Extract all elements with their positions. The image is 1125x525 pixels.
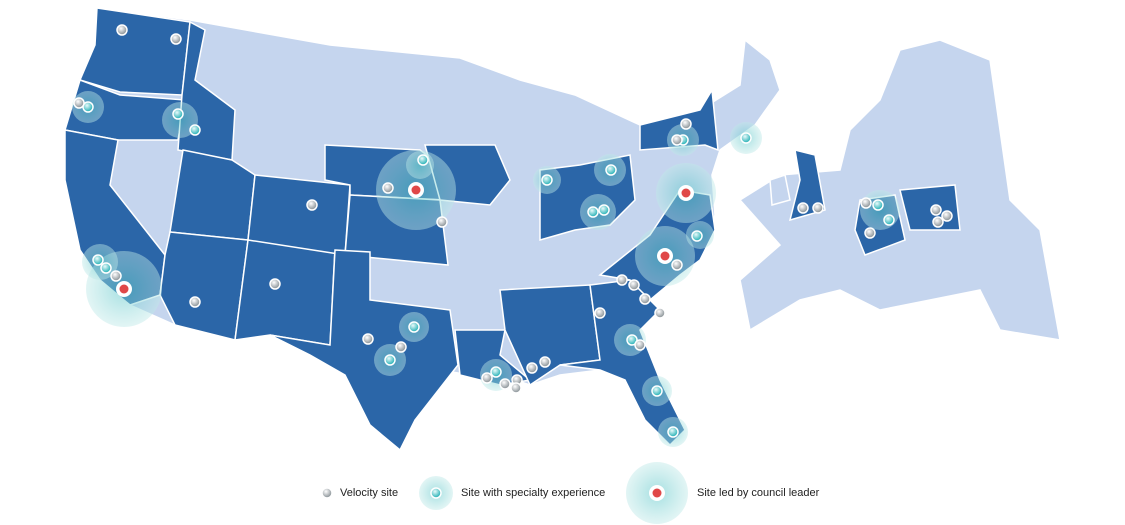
country — [788, 148, 826, 222]
council-sites — [116, 182, 694, 297]
legend: Velocity site Site with specialty experi… — [321, 462, 820, 524]
state — [247, 174, 351, 256]
legend-label: Velocity site — [340, 487, 398, 499]
site-markers — [72, 24, 953, 447]
uk-ireland — [769, 174, 791, 206]
legend-label: Site with specialty experience — [461, 487, 605, 499]
legend-council-dot — [652, 488, 662, 498]
europe-map — [738, 39, 1061, 341]
legend-specialty-marker — [430, 487, 442, 499]
state — [269, 249, 459, 452]
state — [234, 239, 336, 346]
legend-velocity-marker — [321, 487, 333, 499]
country — [899, 184, 961, 231]
legend-label: Site led by council leader — [697, 487, 820, 499]
specialty-sites — [82, 101, 895, 438]
state — [639, 87, 719, 152]
state — [78, 7, 191, 96]
velocity-sites — [73, 24, 953, 394]
